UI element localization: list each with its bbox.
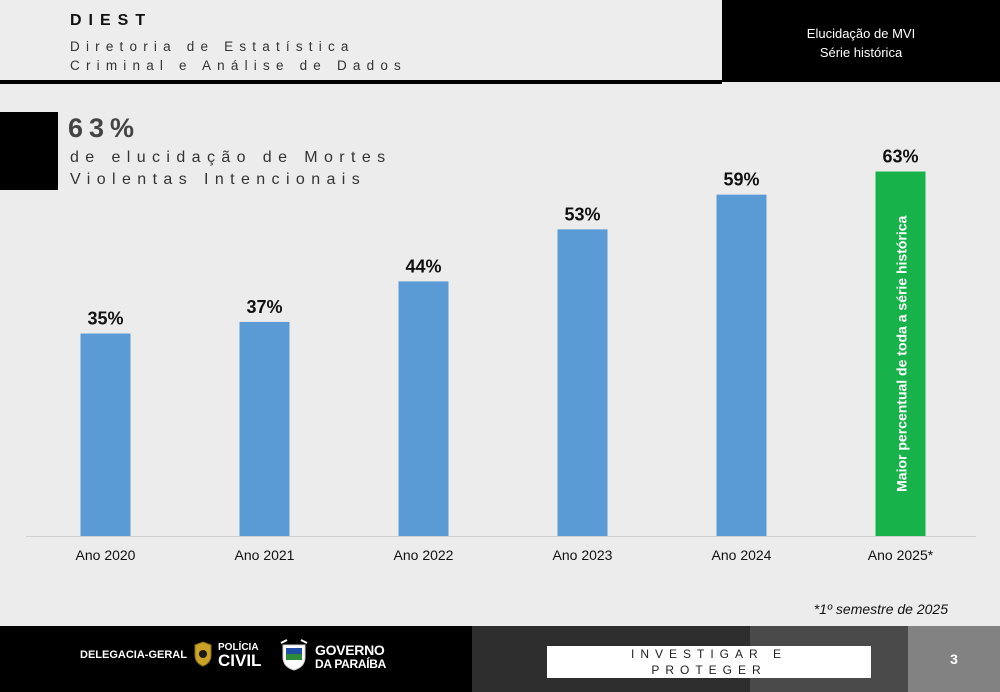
data-label-1: 37% <box>246 297 282 317</box>
footer-unit-label: DELEGACIA-GERAL <box>80 649 187 661</box>
x-tick-label-1: Ano 2021 <box>235 547 295 563</box>
summary-desc-line2: Violentas Intencionais <box>70 171 367 188</box>
x-tick-label-5: Ano 2025* <box>868 547 934 563</box>
footer-segment-light <box>908 626 1000 692</box>
data-label-4: 59% <box>723 170 759 190</box>
bar-2 <box>398 281 449 536</box>
motto-line2: PROTEGER <box>651 663 767 677</box>
bar-5 <box>875 171 926 536</box>
summary-percent: 63% <box>68 113 141 143</box>
chart-footnote: *1º semestre de 2025 <box>813 601 948 617</box>
header-topic-line2: Série histórica <box>819 45 903 60</box>
header-rule <box>0 80 722 84</box>
x-tick-label-2: Ano 2022 <box>394 547 454 563</box>
data-label-3: 53% <box>564 204 600 224</box>
page-number: 3 <box>950 651 958 667</box>
header-subtitle-line1: Diretoria de Estatística <box>70 39 355 54</box>
motto-line1: INVESTIGAR E <box>630 647 788 661</box>
header-panel: DIEST Diretoria de Estatística Criminal … <box>0 0 722 80</box>
state-coat-of-arms-icon <box>280 639 308 671</box>
data-label-0: 35% <box>87 309 123 329</box>
header-topic-panel: Elucidação de MVI Série histórica <box>722 0 1000 82</box>
motto-box: INVESTIGAR E PROTEGER <box>547 646 871 678</box>
x-tick-label-4: Ano 2024 <box>712 547 772 563</box>
bar-3 <box>557 229 608 536</box>
bar-1 <box>239 321 290 536</box>
header-title: DIEST <box>70 12 153 29</box>
x-tick-label-0: Ano 2020 <box>76 547 136 563</box>
data-label-5: 63% <box>882 147 918 167</box>
bar-0 <box>80 333 131 536</box>
governo-label: GOVERNO <box>315 642 385 658</box>
bar-4 <box>716 194 767 536</box>
header-subtitle-line2: Criminal e Análise de Dados <box>70 58 407 73</box>
bar-chart: 35% Ano 2020 37% Ano 2021 44% Ano 2022 53% Ano … <box>26 147 976 563</box>
header-topic-line1: Elucidação de MVI <box>806 26 916 41</box>
summary-accent-block <box>0 112 58 190</box>
x-tick-label-3: Ano 2023 <box>553 547 613 563</box>
highlight-annotation: Maior percentual de toda a série históri… <box>894 215 910 491</box>
policia-label: POLÍCIA <box>218 642 259 653</box>
police-badge-icon <box>194 641 212 667</box>
paraiba-label: DA PARAÍBA <box>315 657 386 671</box>
civil-label: CIVIL <box>218 651 262 670</box>
data-label-2: 44% <box>405 256 441 276</box>
summary-desc-line1: de elucidação de Mortes <box>70 149 392 166</box>
